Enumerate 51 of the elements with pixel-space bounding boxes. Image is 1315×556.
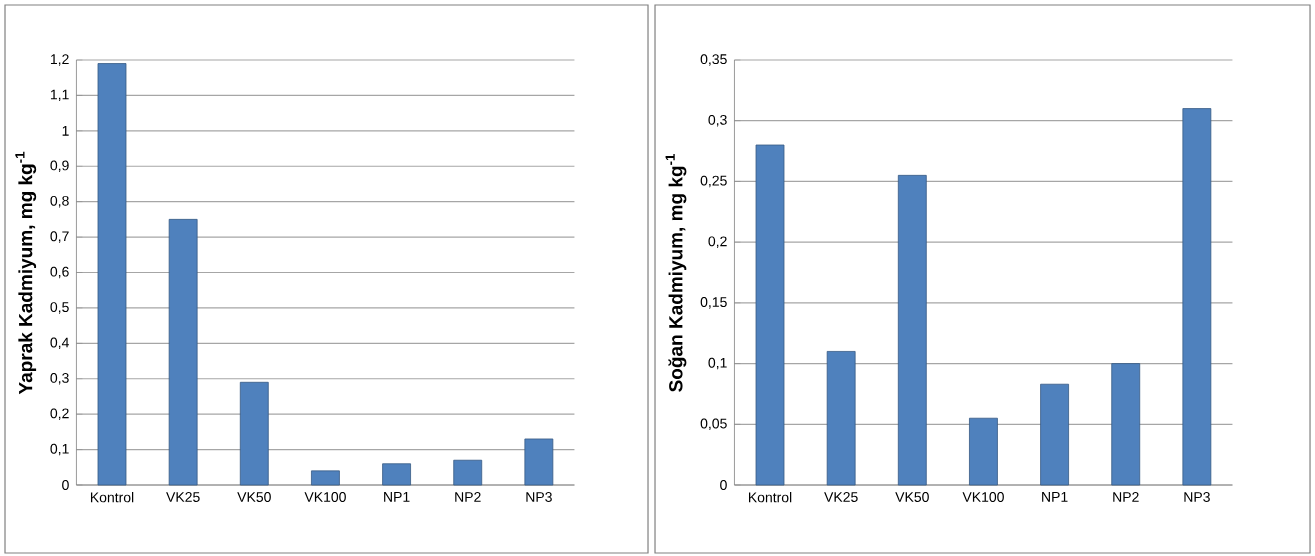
x-tick-label: VK25	[824, 492, 858, 502]
y-tick-label: 1	[62, 126, 69, 136]
x-tick-label: VK50	[237, 492, 271, 502]
y-tick-label: 0,5	[50, 302, 69, 314]
x-tick-label: NP2	[455, 492, 481, 502]
bar	[239, 381, 269, 486]
bar	[453, 459, 483, 486]
bar	[1040, 383, 1069, 486]
y-tick-label: 0,35	[700, 54, 727, 66]
y-tick-label: 0,1	[708, 357, 727, 370]
y-tick-label: 0	[720, 480, 727, 490]
bar	[382, 463, 411, 486]
y-tick-label: 0,6	[50, 266, 69, 279]
y-tick-label: 0,2	[50, 408, 69, 420]
y-tick-label: 0,8	[50, 195, 69, 208]
bar	[826, 351, 856, 486]
x-tick-label: NP3	[1184, 492, 1210, 502]
bar	[524, 438, 554, 486]
y-tick-label: 0,1	[50, 443, 69, 456]
y-tick-label: 0,05	[700, 418, 727, 431]
y-tick-label: 0,3	[708, 114, 727, 127]
bar	[755, 144, 785, 486]
x-tick-label: VK100	[962, 492, 1004, 502]
x-tick-label: VK100	[304, 492, 346, 502]
x-tick-label: NP1	[1042, 492, 1068, 502]
y-tick-label: 0,25	[700, 175, 727, 188]
y-tick-label: 0,9	[50, 160, 69, 173]
x-tick-label: VK50	[895, 492, 929, 502]
y-tick-label: 0,7	[50, 231, 69, 243]
x-tick-label: NP2	[1113, 492, 1139, 502]
y-tick-label: 0	[62, 480, 69, 490]
bar	[1182, 108, 1212, 486]
bar	[1111, 363, 1141, 486]
x-tick-label: NP1	[384, 492, 410, 502]
x-tick-label: Kontrol	[748, 492, 792, 503]
y-tick-label: 0,15	[700, 297, 727, 309]
bar	[168, 218, 198, 486]
bar	[969, 417, 998, 486]
x-tick-label: NP3	[526, 492, 552, 502]
y-tick-label: 0,4	[50, 337, 69, 350]
bar	[311, 470, 340, 486]
x-tick-label: VK25	[166, 492, 200, 502]
bar	[97, 63, 127, 486]
y-tick-label: 1,2	[50, 54, 69, 66]
y-tick-label: 0,2	[708, 236, 727, 248]
x-tick-label: Kontrol	[90, 492, 134, 503]
y-axis-title: Yaprak Kadmiyum, mg kg$^{-1}$	[15, 151, 37, 395]
y-axis-title: Soğan Kadmiyum, mg kg$^{-1}$	[665, 153, 687, 392]
y-tick-label: 1,1	[50, 89, 69, 102]
bar	[897, 174, 927, 486]
y-tick-label: 0,3	[50, 372, 69, 385]
